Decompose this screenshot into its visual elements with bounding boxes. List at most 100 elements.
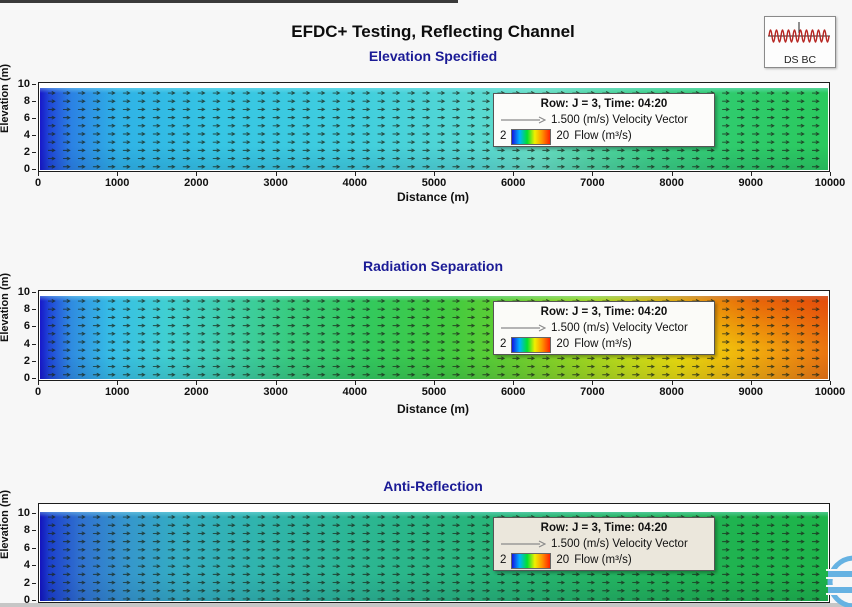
y-tick-mark [32,135,36,136]
x-tick-mark [38,381,39,385]
y-tick-mark [32,360,36,362]
y-tick-mark [32,565,36,567]
legend-flow-label: Flow (m³/s) [574,130,632,142]
legend-velocity-label: 1.500 (m/s) Velocity Vector [551,114,688,126]
x-tick-mark [354,381,356,385]
x-tick-label: 3000 [263,177,288,189]
y-tick-label: 6 [23,112,30,124]
x-tick-label: 10000 [814,177,846,189]
flow-colorbar [511,128,552,145]
legend-flow-min: 2 [500,130,507,142]
y-tick-label: 8 [23,303,30,316]
y-axis-ticks: 10 8 6 4 2 0 [0,503,36,606]
y-tick-label: 8 [23,95,30,107]
legend-row-time: Row: J = 3, Time: 04:20 [540,522,668,534]
legend-flow-min: 2 [500,338,507,350]
y-tick-label: 10 [17,78,30,90]
flow-colorbar [511,336,552,353]
y-tick-mark [32,530,36,532]
plot-area: Row: J = 3, Time: 04:20 1.500 (m/s) Velo… [38,503,830,603]
x-axis-ticks: 0 1000 2000 3000 4000 5000 6000 7000 8000 9000 100… [0,381,852,399]
x-tick-label: 3000 [263,386,288,398]
ds-bc-label: DS BC [783,54,817,66]
x-tick-mark [513,381,515,385]
x-tick-mark [592,172,594,176]
y-tick-label: 4 [23,337,30,350]
x-tick-label: 2000 [184,386,209,398]
x-tick-label: 6000 [500,177,526,189]
x-tick-label: 1000 [104,177,130,189]
x-tick-label: 1000 [104,386,130,398]
y-axis-ticks: 10 8 6 4 2 0 [0,78,36,175]
y-tick-label: 4 [23,559,30,572]
bottom-edge-strip [0,603,852,607]
velocity-arrow-icon [501,116,546,124]
x-tick-mark [750,381,752,385]
x-tick-label: 9000 [738,177,764,189]
y-tick-label: 10 [17,286,30,298]
x-tick-mark [434,172,435,176]
x-tick-label: 8000 [659,386,684,398]
x-tick-label: 9000 [738,386,764,398]
ds-bc-signal-box: DS BC [764,16,836,68]
legend-flow-max: 20 [556,130,570,142]
x-tick-label: 8000 [659,177,684,189]
panel-title-anti-reflection: Anti-Reflection [383,478,483,494]
y-tick-mark [32,118,36,119]
y-tick-mark [32,169,36,170]
x-tick-label: 0 [34,177,42,189]
x-tick-mark [196,381,198,385]
y-tick-label: 2 [23,354,30,367]
panel-title-elevation-specified: Elevation Specified [368,48,498,64]
x-axis-label: Distance (m) [396,402,470,416]
x-tick-mark [434,381,435,385]
x-tick-mark [38,172,39,176]
y-tick-label: 10 [17,507,30,519]
velocity-arrow-icon [501,540,546,548]
plot-area: Row: J = 3, Time: 04:20 1.500 (m/s) Velo… [38,82,830,172]
panel-title-radiation-separation: Radiation Separation [362,258,504,274]
legend-flow-max: 20 [556,338,570,350]
x-axis-ticks: 0 1000 2000 3000 4000 5000 6000 7000 8000 9000 100… [0,172,852,190]
x-tick-label: 4000 [342,177,368,189]
x-tick-label: 10000 [814,386,846,398]
x-tick-mark [117,381,119,385]
y-tick-mark [32,547,36,549]
flow-colorbar [511,552,552,569]
x-tick-mark [513,172,515,176]
x-tick-label: 7000 [580,386,605,398]
x-tick-label: 5000 [421,386,447,398]
velocity-arrow-icon [501,324,546,332]
legend-flow-max: 20 [556,554,570,566]
x-tick-mark [592,381,594,385]
legend: Row: J = 3, Time: 04:20 1.500 (m/s) Velo… [493,301,715,355]
y-tick-label: 0 [23,163,30,175]
legend-flow-label: Flow (m³/s) [574,554,632,566]
legend-row-time: Row: J = 3, Time: 04:20 [540,306,668,318]
y-tick-label: 6 [23,320,30,333]
legend-flow-min: 2 [500,554,507,566]
legend: Row: J = 3, Time: 04:20 1.500 (m/s) Velo… [493,93,715,147]
y-tick-mark [32,292,36,293]
y-tick-label: 4 [23,129,30,141]
y-tick-label: 0 [23,594,30,606]
page-title: EFDC+ Testing, Reflecting Channel [291,22,575,41]
y-tick-label: 6 [23,541,30,554]
x-tick-label: 5000 [421,177,447,189]
x-tick-mark [196,172,198,176]
x-tick-mark [671,172,673,176]
x-tick-mark [750,172,752,176]
x-tick-label: 7000 [580,177,605,189]
legend-velocity-label: 1.500 (m/s) Velocity Vector [551,538,688,550]
y-tick-mark [32,152,36,153]
legend: Row: J = 3, Time: 04:20 1.500 (m/s) Velo… [493,517,715,571]
x-axis-label: Distance (m) [396,190,470,204]
top-edge-bar [0,0,458,3]
x-tick-mark [275,172,277,176]
x-tick-mark [275,381,277,385]
x-tick-label: 0 [34,386,42,398]
x-tick-mark [671,381,673,385]
y-tick-label: 8 [23,524,30,537]
y-tick-mark [32,101,36,102]
